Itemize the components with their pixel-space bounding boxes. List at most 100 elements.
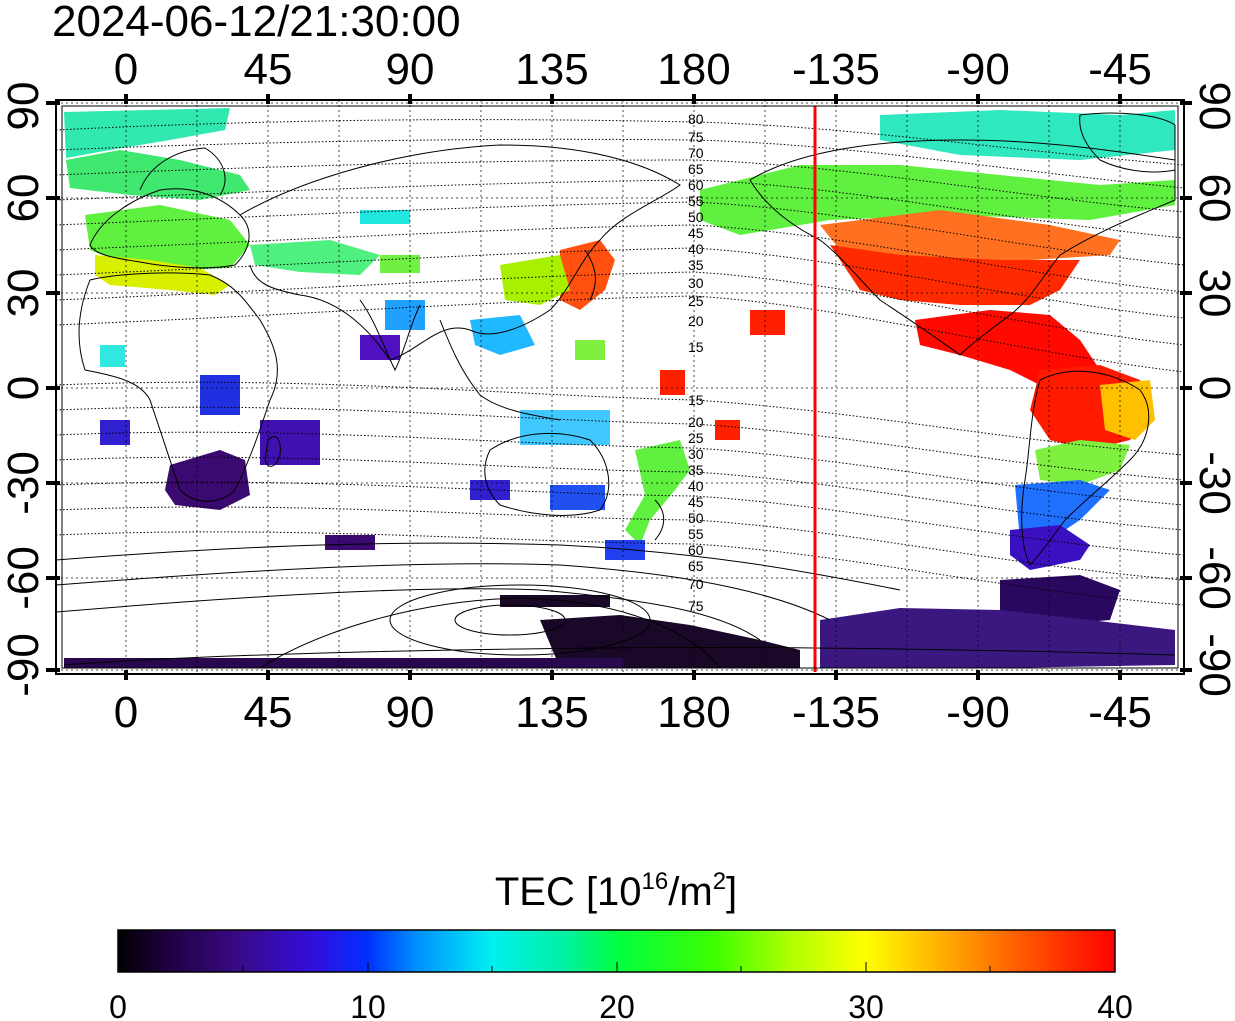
contour-label: 75 bbox=[688, 129, 704, 145]
lat-labels-left: 90 60 30 0 -30 -60 -90 bbox=[0, 82, 48, 697]
contour-label: 60 bbox=[688, 542, 704, 558]
timestamp-title: 2024-06-12/21:30:00 bbox=[52, 0, 461, 46]
coast-scandinavia bbox=[139, 147, 226, 196]
map-inner-frame bbox=[61, 105, 1179, 669]
tec-patch-madagascar bbox=[260, 420, 320, 465]
lat-tick-label: -30 bbox=[0, 451, 48, 515]
colorbar: TEC [1016/m2] 0 10 20 30 40 bbox=[109, 868, 1133, 1021]
contour-label: 55 bbox=[688, 526, 704, 542]
lon-labels-bottom: 0 45 90 135 180 -135 -90 -45 bbox=[114, 688, 1152, 737]
colorbar-tick-labels: 0 10 20 30 40 bbox=[109, 989, 1133, 1021]
lon-tick-label: 90 bbox=[386, 45, 435, 94]
lat-tick-label: -60 bbox=[1190, 546, 1235, 610]
tec-patch-se-asia bbox=[470, 315, 535, 355]
coast-australia bbox=[484, 433, 610, 516]
lon-tick-label: -90 bbox=[946, 688, 1010, 737]
lon-tick-label: 45 bbox=[244, 688, 293, 737]
lon-tick-label: -135 bbox=[792, 45, 880, 94]
lon-tick-label: 45 bbox=[244, 45, 293, 94]
contour-label: 65 bbox=[688, 558, 704, 574]
tec-patch-philippines bbox=[575, 340, 605, 360]
graticule bbox=[56, 100, 1184, 674]
colorbar-title: TEC [1016/m2] bbox=[495, 868, 737, 914]
tec-patch-brazil-coast bbox=[1100, 380, 1155, 440]
contour-label: 70 bbox=[688, 576, 704, 592]
contour-label: 25 bbox=[688, 430, 704, 446]
contour-label: 65 bbox=[688, 161, 704, 177]
lat-tick-label: -60 bbox=[0, 546, 48, 610]
lon-tick-label: 90 bbox=[386, 688, 435, 737]
lat-tick-label: 90 bbox=[0, 82, 48, 131]
contour-labels-south: 15 20 25 30 35 40 45 50 55 60 65 70 75 bbox=[688, 392, 704, 614]
coast-new-zealand bbox=[654, 499, 665, 541]
lon-tick-label: -135 bbox=[792, 688, 880, 737]
tec-patch-pacific-red-3 bbox=[750, 310, 785, 335]
lat-tick-label: -30 bbox=[1190, 451, 1235, 515]
tec-patch-africa-1 bbox=[200, 375, 240, 415]
tec-patch-south-atlantic bbox=[1010, 525, 1090, 570]
lon-tick-label: 135 bbox=[515, 688, 588, 737]
coast-japan bbox=[584, 249, 596, 301]
tec-patch-arctic-europe bbox=[64, 108, 230, 158]
coast-greenland bbox=[1079, 112, 1176, 173]
coast-india bbox=[359, 299, 421, 372]
tec-patch-australia-2 bbox=[550, 485, 605, 510]
contour-label: 15 bbox=[688, 339, 704, 355]
lat-tick-label: 60 bbox=[0, 174, 48, 223]
colorbar-tick-label: 0 bbox=[109, 989, 127, 1021]
tec-patch-south-america-mid bbox=[1035, 440, 1130, 485]
tec-patch-antarctica-east bbox=[540, 615, 800, 668]
lat-tick-label: -90 bbox=[0, 633, 48, 697]
coast-north-america bbox=[749, 139, 1176, 356]
colorbar-tick-label: 10 bbox=[350, 989, 386, 1021]
coast-south-america bbox=[1021, 370, 1150, 566]
contour-label: 25 bbox=[688, 293, 704, 309]
coast-se-asia bbox=[439, 319, 561, 421]
contour-label: 15 bbox=[688, 392, 704, 408]
tec-patch-caspian bbox=[380, 255, 420, 273]
contour-label: 35 bbox=[688, 462, 704, 478]
tec-patch-arctic-canada bbox=[880, 110, 1175, 160]
tec-patch-canada bbox=[700, 165, 1175, 235]
tec-patch-central-asia bbox=[360, 210, 410, 224]
contour-label: 55 bbox=[688, 193, 704, 209]
map-panel: 80 75 70 65 60 55 50 45 40 35 30 25 20 1… bbox=[46, 94, 1192, 680]
colorbar-ticks bbox=[242, 962, 991, 972]
magnetic-contours bbox=[56, 119, 1184, 606]
solid-contours bbox=[56, 542, 901, 669]
contour-label: 30 bbox=[688, 446, 704, 462]
contour-label: 40 bbox=[688, 478, 704, 494]
coast-asia bbox=[239, 144, 681, 361]
tec-patch-antarctica-band bbox=[64, 658, 624, 668]
contour-label: 20 bbox=[688, 414, 704, 430]
contour-label: 35 bbox=[688, 257, 704, 273]
lon-tick-label: 180 bbox=[657, 688, 730, 737]
lat-tick-label: 90 bbox=[1190, 82, 1235, 131]
tec-patch-usa bbox=[830, 245, 1080, 305]
tec-patch-india bbox=[360, 335, 400, 360]
coastlines bbox=[63, 112, 1176, 666]
tec-patch-southern-ocean bbox=[325, 535, 375, 550]
lon-tick-label: -45 bbox=[1088, 45, 1152, 94]
tec-patch-africa-2 bbox=[100, 420, 130, 445]
lon-labels-top: 0 45 90 135 180 -135 -90 -45 bbox=[114, 45, 1152, 94]
contour-label: 40 bbox=[688, 241, 704, 257]
lat-tick-label: 60 bbox=[1190, 174, 1235, 223]
tec-patch-tasman bbox=[605, 540, 645, 560]
lat-tick-label: 0 bbox=[0, 376, 48, 400]
tec-patch-pacific-red-2 bbox=[715, 420, 740, 440]
lat-labels-right: 90 60 30 0 -30 -60 -90 bbox=[1190, 82, 1235, 697]
frame-ticks bbox=[46, 94, 1192, 680]
contour-label: 80 bbox=[688, 111, 704, 127]
coast-africa bbox=[78, 272, 278, 502]
tec-patch-middle-east bbox=[250, 240, 380, 275]
contour-label: 50 bbox=[688, 510, 704, 526]
lon-tick-label: -45 bbox=[1088, 688, 1152, 737]
coast-antarctica bbox=[63, 646, 1176, 666]
lon-tick-label: 135 bbox=[515, 45, 588, 94]
lat-tick-label: -90 bbox=[1190, 633, 1235, 697]
contour-label: 30 bbox=[688, 275, 704, 291]
tec-patch-arabia bbox=[385, 300, 425, 330]
contour-label: 75 bbox=[688, 598, 704, 614]
